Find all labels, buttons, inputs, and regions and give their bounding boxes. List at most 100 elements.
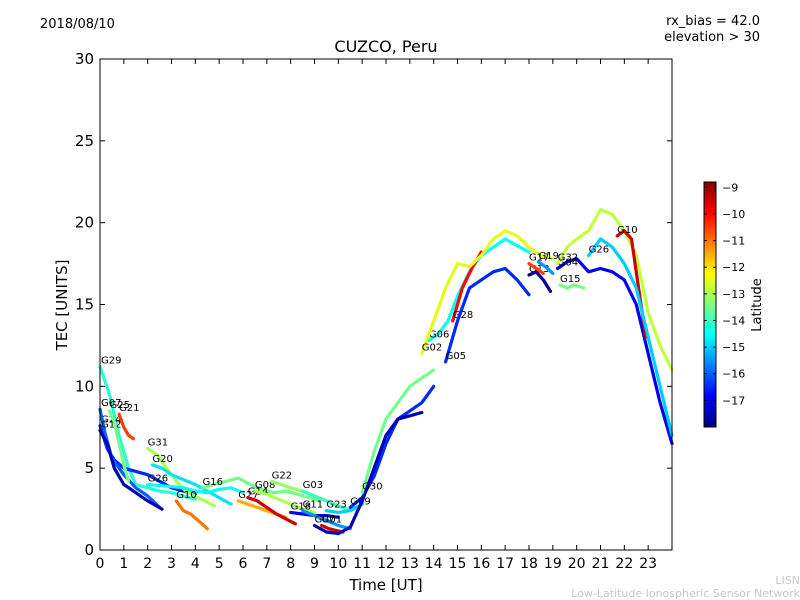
series-label: G28 (453, 310, 473, 321)
date-label: 2018/08/10 (40, 17, 115, 32)
x-tick-label: 6 (239, 556, 248, 572)
y-tick-label: 20 (75, 214, 94, 232)
colorbar-tick-label: −17 (722, 394, 745, 407)
y-axis-label: TEC [UNITS] (53, 260, 71, 352)
series-g07-line (98, 407, 162, 509)
x-tick-label: 14 (425, 556, 443, 572)
series-label: G22 (272, 470, 292, 481)
series-g02-line (420, 229, 555, 356)
colorbar-tick-label: −13 (722, 288, 745, 301)
series-label: G32 (558, 253, 578, 264)
x-tick-label: 19 (544, 556, 562, 572)
series-g04-line (556, 257, 674, 446)
series-label: G19 (539, 251, 559, 262)
series-g14-line (246, 496, 297, 526)
series-g25-line (107, 409, 131, 483)
axes-layer: 0 1 2 3 4 5 6 7 8 9 10 11 12 13 14 15 16 17 18 19 20 21 22 2305… (75, 50, 672, 572)
series-g07-line (312, 410, 424, 536)
series-label: G10 (617, 225, 637, 236)
x-tick-label: 7 (262, 556, 271, 572)
series-label: G29 (101, 356, 121, 367)
series-label: G16 (202, 477, 222, 488)
plot-frame (99, 58, 673, 551)
colorbar-tick-label: −9 (722, 181, 738, 194)
series-g17-line (527, 262, 545, 275)
x-tick-label: 10 (329, 556, 347, 572)
series-label: G21 (119, 403, 139, 414)
chart-title: CUZCO, Peru (334, 37, 438, 56)
series-label: G17 (529, 253, 549, 264)
credit-long: Low-Latitude Ionospheric Sensor Network (571, 587, 800, 600)
series-g03-line (301, 489, 352, 513)
series-g05-line (444, 266, 531, 364)
series-label: G12 (101, 420, 121, 431)
series-g21-line (117, 412, 135, 441)
y-tick-label: 5 (84, 459, 94, 477)
colorbar-tick-label: −16 (722, 368, 745, 381)
data-layer: G29G24G07G12G21G25G31G20G26G10G16G27G14G… (98, 208, 674, 536)
series-label: G11 (303, 500, 323, 511)
series-label: G20 (152, 454, 172, 465)
x-tick-label: 1 (119, 556, 128, 572)
series-label: G24 (101, 415, 121, 426)
series-label: G26 (148, 474, 168, 485)
x-tick-label: 2 (143, 556, 152, 572)
series-g19-line (536, 260, 555, 275)
series-label: G06 (429, 330, 449, 341)
y-tick-label: 15 (75, 296, 94, 314)
series-label: G26 (589, 244, 609, 255)
series-g13-line (527, 270, 553, 293)
series-label: G25 (110, 400, 130, 411)
series-label: G02 (422, 343, 442, 354)
series-g30-line (360, 368, 436, 495)
y-tick-label: 10 (75, 377, 94, 395)
series-label: G05 (446, 351, 466, 362)
x-tick-label: 0 (96, 556, 105, 572)
series-label: G30 (362, 482, 382, 493)
x-tick-label: 5 (215, 556, 224, 572)
series-g16-line (200, 476, 321, 503)
series-g10-line (174, 499, 209, 531)
series-label: G08 (255, 480, 275, 491)
series-g08-line (253, 489, 317, 514)
y-tick-label: 0 (84, 541, 94, 559)
rx-bias-label: rx_bias = 42.0 (666, 14, 760, 29)
x-tick-label: 3 (167, 556, 176, 572)
series-g11-line (301, 509, 352, 531)
series-label: G03 (303, 480, 323, 491)
series-label: G31 (148, 438, 168, 449)
x-tick-label: 18 (520, 556, 538, 572)
series-g23-line (324, 502, 364, 514)
x-tick-label: 17 (496, 556, 514, 572)
series-label: G01 (322, 514, 342, 525)
colorbar-label: Latitude (750, 278, 765, 332)
x-tick-label: 21 (592, 556, 610, 572)
series-g32-line (556, 208, 674, 372)
credit: LISN Low-Latitude Ionospheric Sensor Net… (571, 574, 800, 600)
y-tick-label: 30 (75, 50, 94, 68)
credit-short: LISN (775, 574, 800, 587)
elevation-label: elevation > 30 (664, 30, 760, 45)
x-tick-label: 22 (615, 556, 633, 572)
series-label: G23 (326, 500, 346, 511)
series-label: G07 (101, 398, 121, 409)
series-label: G10 (176, 490, 196, 501)
x-tick-label: 9 (310, 556, 319, 572)
colorbar-tick-label: −11 (722, 235, 745, 248)
x-tick-label: 12 (377, 556, 395, 572)
y-tick-label: 25 (75, 132, 94, 150)
x-tick-label: 15 (449, 556, 467, 572)
x-axis-label: Time [UT] (348, 576, 422, 594)
colorbar-tick-label: −10 (722, 208, 745, 221)
series-g15-line (558, 283, 586, 290)
series-label: G18 (291, 501, 311, 512)
x-tick-label: 20 (568, 556, 586, 572)
x-tick-label: 13 (401, 556, 419, 572)
colorbar-gradient (703, 181, 717, 428)
colorbar-tick-label: −14 (722, 314, 745, 327)
series-label: G15 (560, 274, 580, 285)
x-tick-label: 11 (353, 556, 371, 572)
x-tick-label: 23 (639, 556, 657, 572)
x-tick-label: 8 (286, 556, 295, 572)
